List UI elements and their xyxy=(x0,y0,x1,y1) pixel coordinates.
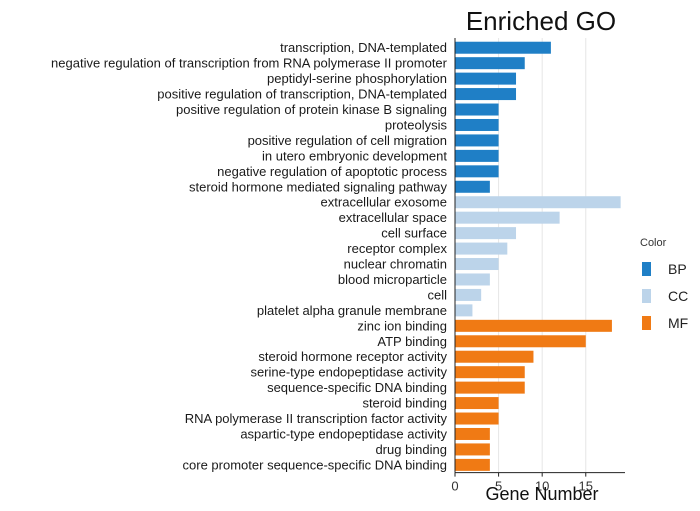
bar-21 xyxy=(455,350,534,363)
category-label-28: core promoter sequence-specific DNA bind… xyxy=(183,457,447,472)
category-label-2: negative regulation of transcription fro… xyxy=(51,56,448,71)
category-label-12: extracellular space xyxy=(339,210,447,225)
bar-24 xyxy=(455,397,499,410)
category-label-22: serine-type endopeptidase activity xyxy=(250,365,447,380)
category-label-16: blood microparticle xyxy=(338,272,447,287)
bar-22 xyxy=(455,366,525,379)
bar-3 xyxy=(455,72,517,85)
category-label-17: cell xyxy=(427,287,447,302)
category-label-11: extracellular exosome xyxy=(321,195,447,210)
bar-4 xyxy=(455,88,517,101)
category-label-9: negative regulation of apoptotic process xyxy=(217,164,447,179)
category-label-10: steroid hormone mediated signaling pathw… xyxy=(189,179,447,194)
category-label-25: RNA polymerase II transcription factor a… xyxy=(185,411,448,426)
category-label-8: in utero embryonic development xyxy=(262,148,447,163)
bar-5 xyxy=(455,103,499,116)
legend-label-bp: BP xyxy=(668,261,687,277)
category-label-3: peptidyl-serine phosphorylation xyxy=(267,71,447,86)
category-label-27: drug binding xyxy=(375,442,447,457)
bar-20 xyxy=(455,335,586,348)
category-label-4: positive regulation of transcription, DN… xyxy=(157,87,447,102)
category-label-21: steroid hormone receptor activity xyxy=(258,349,447,364)
legend-swatch-mf xyxy=(642,316,651,330)
bar-13 xyxy=(455,227,517,240)
x-axis-title: Gene Number xyxy=(485,484,598,504)
bar-1 xyxy=(455,41,551,54)
legend-label-mf: MF xyxy=(668,315,688,331)
bar-11 xyxy=(455,196,621,209)
bar-12 xyxy=(455,211,560,224)
bar-26 xyxy=(455,427,490,440)
bar-8 xyxy=(455,149,499,162)
bar-10 xyxy=(455,180,490,193)
bar-2 xyxy=(455,57,525,70)
chart-title: Enriched GO xyxy=(466,6,616,36)
x-tick-label-0: 0 xyxy=(451,479,458,494)
category-label-7: positive regulation of cell migration xyxy=(248,133,447,148)
category-label-19: zinc ion binding xyxy=(357,318,447,333)
legend-label-cc: CC xyxy=(668,288,688,304)
x-tick-label-5: 5 xyxy=(495,479,502,494)
category-label-15: nuclear chromatin xyxy=(344,257,447,272)
legend-swatch-cc xyxy=(642,289,651,303)
category-label-24: steroid binding xyxy=(362,396,447,411)
bar-23 xyxy=(455,381,525,394)
bar-28 xyxy=(455,458,490,471)
bar-7 xyxy=(455,134,499,147)
legend: Color BP CC MF xyxy=(640,237,688,331)
x-axis-ticks: 0 5 10 15 xyxy=(451,38,625,494)
category-label-1: transcription, DNA-templated xyxy=(280,40,447,55)
category-label-23: sequence-specific DNA binding xyxy=(267,380,447,395)
bar-27 xyxy=(455,443,490,456)
category-label-13: cell surface xyxy=(381,226,447,241)
category-label-20: ATP binding xyxy=(377,334,447,349)
category-label-5: positive regulation of protein kinase B … xyxy=(176,102,447,117)
bar-15 xyxy=(455,258,499,271)
x-tick-label-15: 15 xyxy=(579,479,593,494)
legend-swatch-bp xyxy=(642,262,651,276)
bar-17 xyxy=(455,288,482,301)
category-label-18: platelet alpha granule membrane xyxy=(257,303,447,318)
legend-title: Color xyxy=(640,237,667,249)
bar-25 xyxy=(455,412,499,425)
bar-16 xyxy=(455,273,490,286)
bar-19 xyxy=(455,319,612,332)
bar-9 xyxy=(455,165,499,178)
bar-6 xyxy=(455,118,499,131)
bar-18 xyxy=(455,304,473,317)
category-label-6: proteolysis xyxy=(385,117,448,132)
bar-14 xyxy=(455,242,508,255)
x-tick-label-10: 10 xyxy=(535,479,549,494)
bars xyxy=(455,41,621,471)
category-label-14: receptor complex xyxy=(347,241,447,256)
category-label-26: aspartic-type endopeptidase activity xyxy=(240,426,447,441)
